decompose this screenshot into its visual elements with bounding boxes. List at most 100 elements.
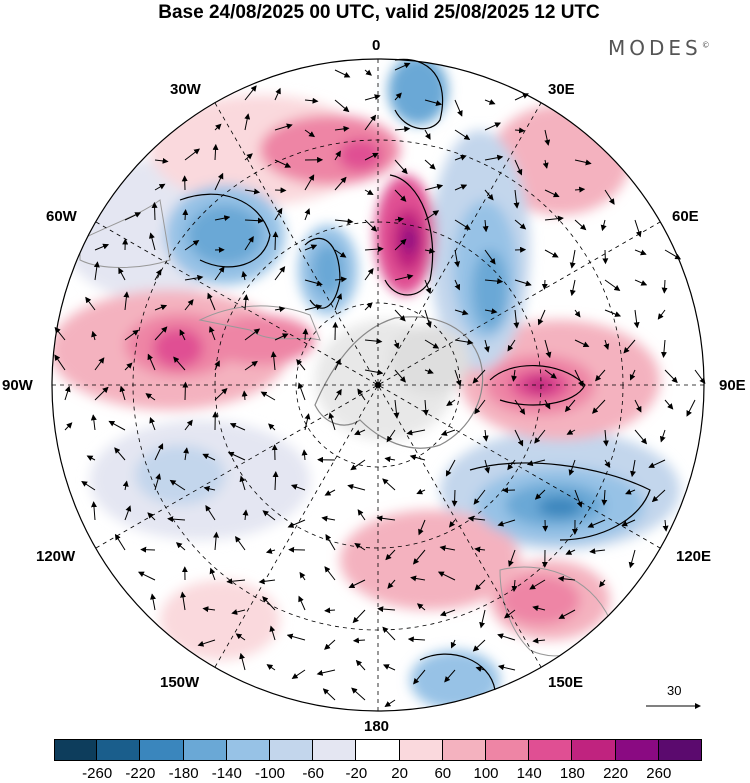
wind-vector <box>514 159 523 176</box>
wind-vector <box>304 244 318 251</box>
wind-vector <box>297 382 306 401</box>
wind-vector <box>239 475 246 491</box>
wind-vector <box>118 267 126 281</box>
wind-vector <box>274 87 281 101</box>
wind-vector <box>473 489 486 505</box>
wind-vector <box>664 399 674 410</box>
wind-vector <box>513 189 520 209</box>
wind-vector <box>90 414 97 431</box>
wind-vector <box>322 688 336 701</box>
wind-vector <box>424 309 432 329</box>
lon-label-90e: 90E <box>719 377 746 394</box>
wind-vector <box>334 388 342 401</box>
colorbar-tick-label: -100 <box>254 765 286 782</box>
wind-vector <box>451 489 458 507</box>
wind-vector <box>475 666 486 672</box>
wind-vector <box>94 386 109 401</box>
wind-vector <box>184 419 193 431</box>
wind-vector <box>474 399 486 415</box>
wind-vector <box>659 429 666 443</box>
wind-vector <box>149 416 156 431</box>
wind-vector <box>354 429 366 436</box>
wind-vector <box>197 639 216 647</box>
wind-vector <box>529 579 546 590</box>
wind-vector <box>600 219 607 232</box>
colorbar-tick-label: 100 <box>473 765 499 782</box>
wind-vector <box>347 483 366 491</box>
colorbar-swatch <box>658 739 702 761</box>
wind-vector <box>352 609 366 624</box>
wind-vector <box>154 183 166 191</box>
wind-vector <box>604 309 622 317</box>
wind-vector <box>394 216 405 223</box>
wind-vector <box>544 129 551 146</box>
wind-vector <box>661 279 668 294</box>
wind-vector <box>262 596 276 611</box>
wind-vector <box>114 533 126 551</box>
wind-vector <box>244 217 264 224</box>
wind-vector <box>574 219 587 231</box>
wind-vector <box>454 249 461 268</box>
wind-vector <box>262 510 276 521</box>
lon-label-30w: 30W <box>170 81 201 98</box>
wind-vector <box>239 652 246 671</box>
lon-label-60e: 60E <box>672 208 699 225</box>
wind-vector <box>544 339 552 359</box>
wind-vector <box>334 69 351 78</box>
wind-vector <box>244 113 251 131</box>
wind-vector <box>352 637 366 644</box>
wind-vector <box>151 201 158 221</box>
wind-vector <box>85 296 96 311</box>
wind-vector <box>214 266 225 281</box>
wind-vector <box>241 270 248 281</box>
wind-vector <box>479 609 486 629</box>
wind-vector <box>437 571 456 581</box>
wind-vector <box>241 390 248 401</box>
wind-vector <box>542 159 549 169</box>
wind-vector <box>514 399 526 415</box>
wind-vector <box>424 183 444 191</box>
wind-vector <box>377 606 396 613</box>
wind-vector <box>274 333 289 341</box>
wind-vector <box>124 505 132 521</box>
wind-vector <box>167 516 186 523</box>
wind-vector <box>589 548 606 555</box>
wind-vector <box>424 279 432 295</box>
wind-vector <box>357 509 366 521</box>
wind-vector <box>140 546 156 553</box>
wind-vector <box>568 459 576 476</box>
wind-vector <box>382 626 396 641</box>
wind-vector <box>532 637 546 644</box>
wind-vector <box>541 279 548 290</box>
wind-vector <box>482 429 489 442</box>
wind-vector <box>235 535 246 551</box>
wind-vector <box>450 639 457 649</box>
wind-vector <box>304 174 315 191</box>
wind-vector <box>203 485 216 492</box>
wind-vector <box>406 429 426 436</box>
wind-vector <box>484 459 490 474</box>
wind-vector <box>348 579 366 589</box>
colorbar-tick-label: 140 <box>516 765 542 782</box>
colorbar-swatch <box>442 739 486 761</box>
wind-vector <box>418 519 426 536</box>
wind-vector <box>316 669 336 676</box>
lon-label-0: 0 <box>372 37 381 54</box>
wind-vector <box>54 354 66 371</box>
wind-vector <box>394 159 408 175</box>
wind-vector <box>595 369 606 382</box>
wind-vector <box>154 443 164 461</box>
wind-vector <box>413 669 426 685</box>
wind-vector <box>534 489 546 500</box>
wind-vector <box>514 429 524 447</box>
wind-vector <box>357 388 366 401</box>
wind-vector <box>544 215 564 222</box>
wind-vector <box>557 575 576 582</box>
wind-vector <box>260 391 276 401</box>
wind-vector <box>439 545 456 552</box>
lon-label-120w: 120W <box>36 548 76 565</box>
wind-vector <box>182 381 189 401</box>
wind-vector <box>274 187 287 194</box>
wind-vector <box>145 393 156 401</box>
wind-vector <box>266 664 276 671</box>
